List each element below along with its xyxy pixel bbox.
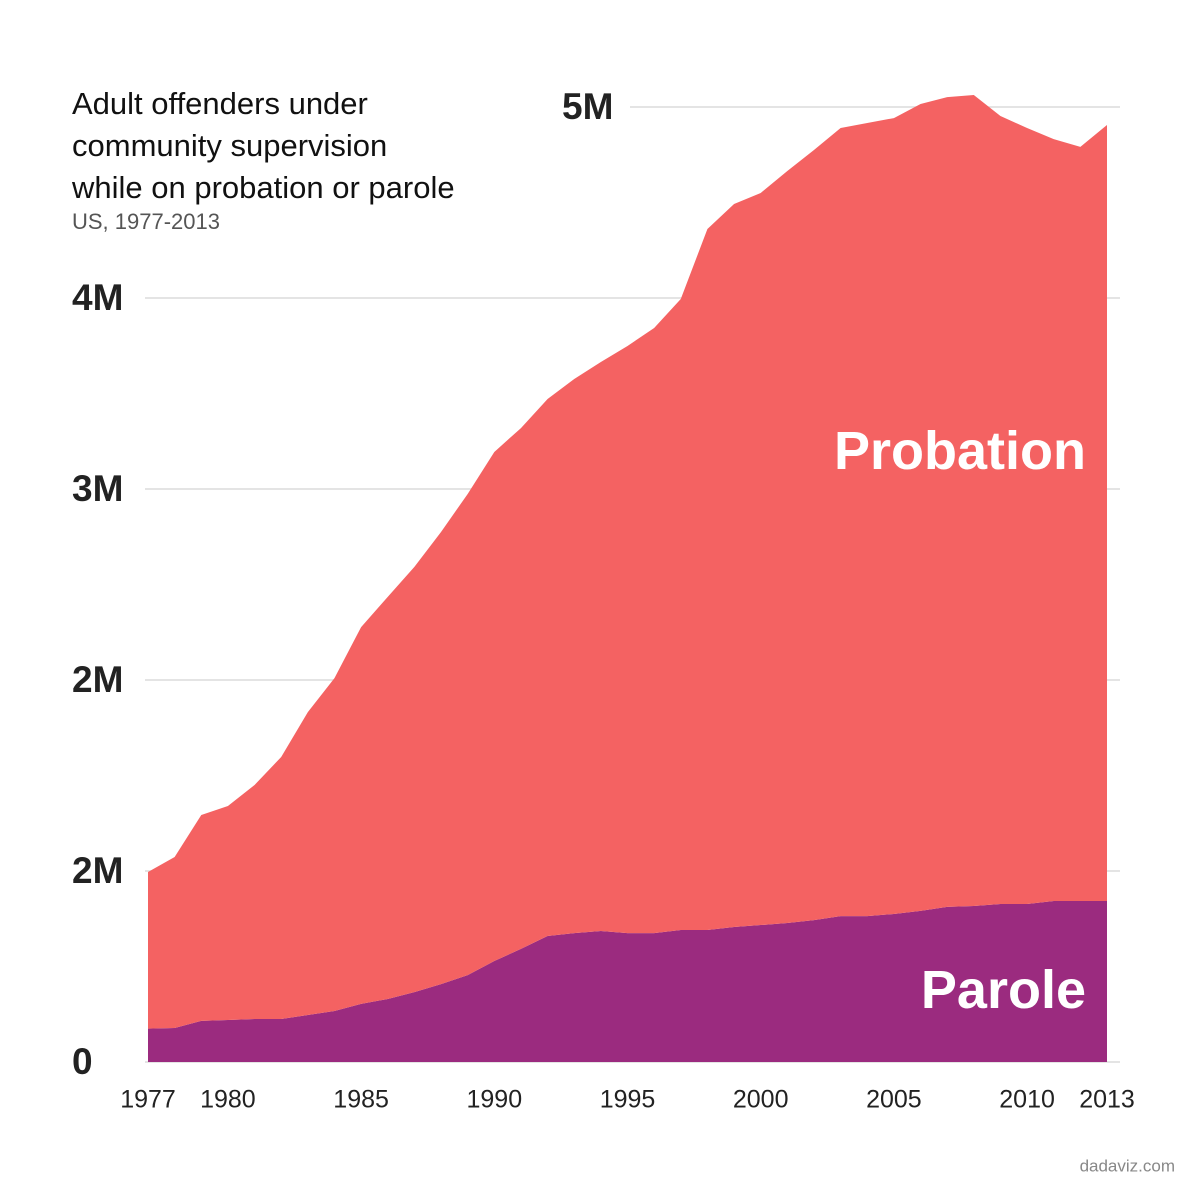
chart-subtitle: US, 1977-2013 (72, 209, 220, 234)
series-label: Parole (921, 960, 1086, 1020)
areas (148, 94, 1107, 1062)
chart-title: community supervision (72, 128, 387, 163)
y-tick-label: 3M (72, 468, 123, 509)
y-tick-label: 2M (72, 850, 123, 891)
x-tick-label: 2010 (999, 1086, 1055, 1114)
labels: Adult offenders under community supervis… (71, 86, 1175, 1176)
x-tick-label: 2000 (733, 1086, 789, 1114)
x-tick-label: 2005 (866, 1086, 922, 1114)
chart-title: while on probation or parole (71, 170, 455, 205)
y-tick-label: 4M (72, 277, 123, 318)
x-tick-label: 1980 (200, 1086, 256, 1114)
series-label: Probation (834, 421, 1086, 481)
y-tick-label: 0 (72, 1041, 93, 1082)
y-tick-label: 5M (562, 86, 613, 127)
x-tick-label: 1985 (333, 1086, 389, 1114)
area (148, 900, 1107, 1062)
chart-title: Adult offenders under (72, 86, 368, 121)
source: dadaviz.com (1080, 1156, 1175, 1175)
x-tick-label: 1977 (120, 1086, 176, 1114)
x-tick-label: 1990 (466, 1086, 522, 1114)
y-tick-label: 2M (72, 659, 123, 700)
x-tick-label: 1995 (600, 1086, 656, 1114)
area (148, 94, 1107, 1029)
x-tick-label: 2013 (1079, 1086, 1135, 1114)
